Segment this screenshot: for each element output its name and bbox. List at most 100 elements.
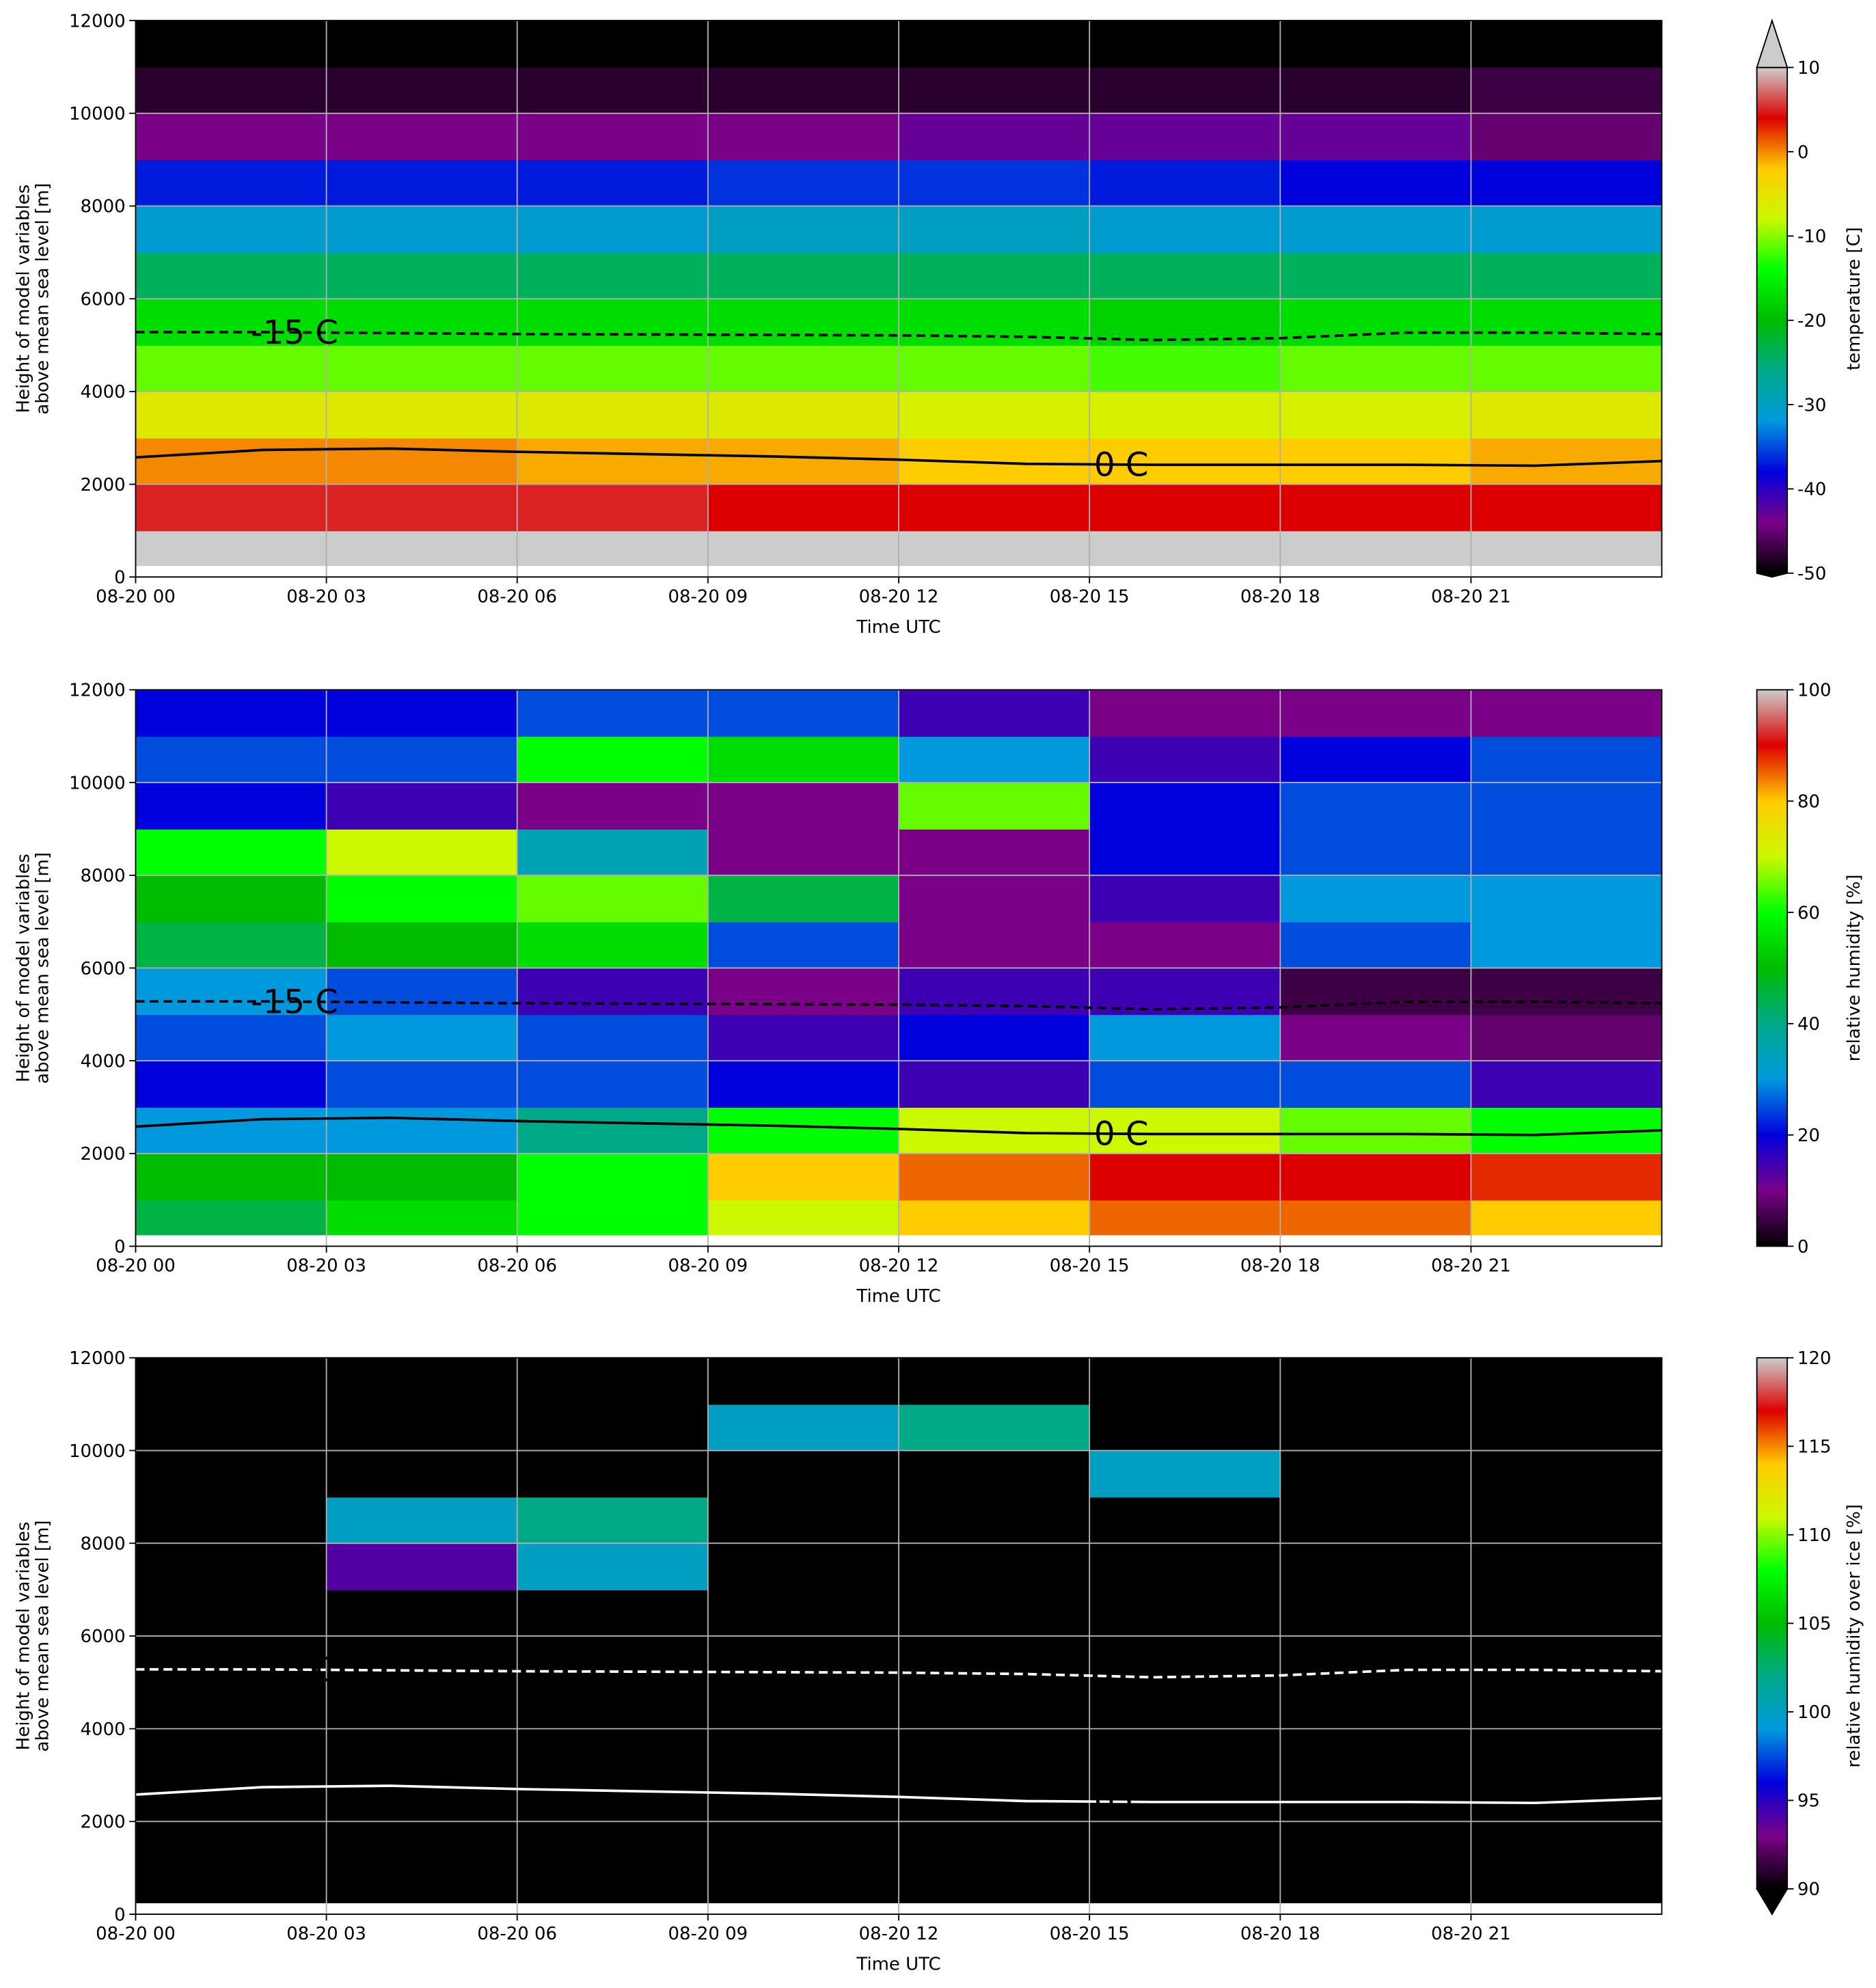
heatmap-cell bbox=[899, 66, 1091, 114]
x-tick-label: 08-20 00 bbox=[96, 1256, 176, 1277]
heatmap-cell bbox=[135, 113, 327, 161]
heatmap-cell bbox=[135, 968, 327, 1016]
colorbar-tick-label: 100 bbox=[1797, 681, 1832, 701]
heatmap-cell bbox=[1089, 875, 1281, 923]
heatmap-cell bbox=[517, 968, 709, 1016]
heatmap-cell bbox=[135, 1728, 327, 1776]
heatmap-cell bbox=[1280, 1821, 1472, 1869]
heatmap-cell bbox=[517, 1635, 709, 1683]
x-tick-label: 08-20 12 bbox=[859, 1924, 939, 1944]
heatmap-cell bbox=[1471, 1497, 1663, 1544]
heatmap-cell bbox=[1471, 252, 1663, 300]
heatmap-cell bbox=[517, 875, 709, 923]
colorbar-tick-label: -10 bbox=[1797, 227, 1826, 247]
y-tick-label: 2000 bbox=[81, 1812, 126, 1833]
heatmap-cell bbox=[899, 21, 1091, 68]
colorbar-label: temperature [C] bbox=[1844, 227, 1864, 370]
heatmap-cell bbox=[517, 1590, 709, 1637]
heatmap-cell bbox=[517, 437, 709, 485]
heatmap-cell bbox=[707, 1404, 899, 1452]
contour-line bbox=[135, 1784, 1662, 1805]
heatmap-cell bbox=[1089, 1357, 1281, 1405]
x-tick-label: 08-20 00 bbox=[96, 1924, 176, 1944]
contour-line bbox=[135, 331, 1662, 342]
heatmap-cell bbox=[517, 345, 709, 392]
heatmap-cell bbox=[135, 1821, 327, 1869]
heatmap-cell bbox=[1089, 1543, 1281, 1590]
heatmap-cell bbox=[517, 1357, 709, 1405]
heatmap-cell bbox=[707, 782, 899, 830]
heatmap-cell bbox=[707, 391, 899, 439]
heatmap-cell bbox=[1280, 968, 1472, 1016]
heatmap-cell bbox=[517, 159, 709, 207]
heatmap-cell bbox=[517, 1404, 709, 1452]
x-tick-label: 08-20 21 bbox=[1431, 1256, 1511, 1277]
colorbar-tick-label: 20 bbox=[1797, 1126, 1820, 1146]
colorbar-tick-label: 0 bbox=[1797, 142, 1809, 163]
y-tick-label: 2000 bbox=[81, 475, 126, 495]
y-tick-label: 2000 bbox=[81, 1144, 126, 1165]
y-tick-label: 12000 bbox=[69, 11, 126, 31]
heatmap-cell bbox=[135, 736, 327, 783]
heatmap-cell bbox=[707, 968, 899, 1016]
heatmap-cell bbox=[326, 252, 518, 300]
heatmap-cell bbox=[899, 345, 1091, 392]
y-tick-label: 12000 bbox=[69, 1348, 126, 1369]
x-tick-label: 08-20 21 bbox=[1431, 586, 1511, 607]
heatmap-cell bbox=[326, 1821, 518, 1869]
heatmap-cell bbox=[707, 828, 899, 876]
heatmap-cell bbox=[1280, 530, 1472, 567]
contour-line bbox=[135, 1667, 1662, 1679]
contour-label: -15 C bbox=[251, 314, 338, 352]
y-axis-label: above mean sea level [m] bbox=[32, 183, 53, 415]
heatmap-cell bbox=[1471, 159, 1663, 207]
heatmap-cell bbox=[135, 875, 327, 923]
heatmap-cell bbox=[1280, 828, 1472, 876]
contour-label: 0 C bbox=[1094, 1115, 1149, 1154]
y-tick-label: 8000 bbox=[81, 197, 126, 217]
contour-label: -15 C bbox=[251, 1651, 338, 1689]
heatmap-cell bbox=[1280, 690, 1472, 737]
x-tick-label: 08-20 09 bbox=[668, 1924, 748, 1944]
heatmap-cell bbox=[326, 530, 518, 567]
x-tick-label: 08-20 03 bbox=[286, 1924, 366, 1944]
heatmap-cell bbox=[1089, 1590, 1281, 1637]
heatmap-cell bbox=[135, 252, 327, 300]
heatmap-cell bbox=[326, 921, 518, 969]
heatmap-cell bbox=[707, 1061, 899, 1108]
heatmap-cell bbox=[1280, 1061, 1472, 1108]
y-axis-label: Height of model variables bbox=[14, 1522, 34, 1751]
y-tick-label: 4000 bbox=[81, 382, 126, 403]
heatmap-cell bbox=[326, 1775, 518, 1823]
heatmap-cell bbox=[899, 1868, 1091, 1903]
y-tick-label: 0 bbox=[114, 568, 126, 588]
heatmap-cell bbox=[1089, 1821, 1281, 1869]
contour-line bbox=[135, 1116, 1662, 1136]
heatmap-cell bbox=[326, 391, 518, 439]
x-tick-label: 08-20 18 bbox=[1240, 586, 1320, 607]
heatmap-cell bbox=[135, 921, 327, 969]
heatmap-cell bbox=[1280, 21, 1472, 68]
heatmap-cell bbox=[517, 391, 709, 439]
x-tick-label: 08-20 12 bbox=[859, 586, 939, 607]
heatmap-cell bbox=[1089, 437, 1281, 485]
heatmap-cell bbox=[517, 1061, 709, 1108]
heatmap-cell bbox=[1089, 1450, 1281, 1498]
heatmap-cell bbox=[517, 1450, 709, 1498]
heatmap-cell bbox=[1089, 736, 1281, 783]
heatmap-cell bbox=[135, 1497, 327, 1544]
heatmap-cell bbox=[1089, 159, 1281, 207]
y-tick-label: 8000 bbox=[81, 1534, 126, 1554]
panel: 08-20 00 08-20 03 08-20 06 08-20 09 08-20 12… bbox=[14, 11, 1864, 638]
heatmap-cell bbox=[899, 1404, 1091, 1452]
heatmap-cell bbox=[899, 1450, 1091, 1498]
heatmap-cell bbox=[707, 1357, 899, 1405]
heatmap-cell bbox=[517, 1821, 709, 1869]
colorbar-tick-label: -40 bbox=[1797, 480, 1826, 500]
heatmap-cell bbox=[517, 1868, 709, 1903]
heatmap-cell bbox=[899, 530, 1091, 567]
heatmap-cell bbox=[1471, 299, 1663, 346]
heatmap-cell bbox=[326, 1199, 518, 1236]
heatmap-cell bbox=[1471, 206, 1663, 254]
